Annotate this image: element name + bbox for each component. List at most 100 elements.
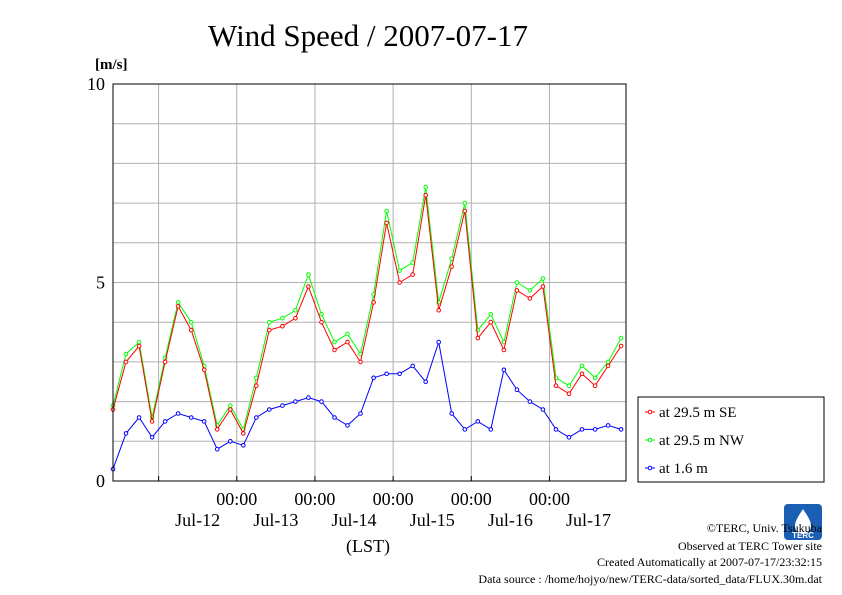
day-label: Jul-13 <box>253 510 298 530</box>
data-point <box>449 264 455 269</box>
data-point <box>371 375 376 381</box>
data-point <box>449 411 455 416</box>
series-line <box>112 195 622 435</box>
data-point <box>201 419 207 424</box>
data-point <box>280 315 285 321</box>
x-tick-label: 00:00 <box>451 489 492 509</box>
data-point <box>149 435 155 440</box>
data-point <box>462 200 468 206</box>
data-point <box>123 359 129 365</box>
data-point <box>267 327 272 333</box>
data-point <box>436 339 442 345</box>
data-point <box>436 308 442 313</box>
data-point <box>488 319 494 325</box>
data-point <box>410 363 416 369</box>
data-point <box>579 427 585 432</box>
data-point <box>514 288 520 293</box>
data-point <box>201 367 207 373</box>
data-point <box>280 403 285 408</box>
data-point <box>280 323 285 329</box>
data-point <box>332 415 337 420</box>
data-point <box>527 399 533 404</box>
legend-label: at 1.6 m <box>659 461 708 477</box>
data-point <box>579 363 585 369</box>
day-label: Jul-12 <box>175 510 220 530</box>
y-tick-label: 0 <box>96 471 105 491</box>
data-point <box>527 288 533 293</box>
data-point <box>553 427 559 432</box>
data-point <box>188 415 194 420</box>
data-point <box>306 284 311 289</box>
data-point <box>136 339 142 345</box>
data-point <box>358 411 363 416</box>
x-tick-label: 00:00 <box>373 489 414 509</box>
data-point <box>345 331 350 337</box>
data-point <box>123 351 129 357</box>
data-point <box>579 371 585 377</box>
data-point <box>397 371 402 377</box>
data-point <box>175 300 181 305</box>
legend-marker <box>647 409 653 415</box>
legend-marker <box>647 437 653 443</box>
y-tick-label: 10 <box>87 74 105 94</box>
footer-observed: Observed at TERC Tower site <box>678 539 822 553</box>
x-tick-label: 00:00 <box>294 489 335 509</box>
legend-label: at 29.5 m NW <box>659 433 745 449</box>
data-point <box>540 276 546 281</box>
data-point <box>214 427 220 432</box>
data-point <box>566 435 572 440</box>
day-label: Jul-16 <box>488 510 533 530</box>
x-axis-label: (LST) <box>346 536 390 557</box>
data-point <box>267 319 272 325</box>
data-point <box>475 335 481 341</box>
data-point <box>293 308 298 313</box>
data-point <box>241 431 246 436</box>
data-point <box>228 439 233 444</box>
data-point <box>332 339 337 345</box>
data-point <box>345 339 350 345</box>
series-line <box>112 341 622 470</box>
data-point <box>332 347 337 353</box>
x-tick-label: 00:00 <box>216 489 257 509</box>
legend-label: at 29.5 m SE <box>659 405 737 421</box>
data-point <box>397 280 402 285</box>
data-point <box>397 268 402 273</box>
y-axis-label: [m/s] <box>95 57 128 73</box>
data-point <box>488 312 494 317</box>
plot-frame <box>112 83 627 482</box>
data-point <box>566 383 572 389</box>
data-point <box>188 327 194 333</box>
data-point <box>384 371 389 377</box>
series-layer <box>110 184 624 472</box>
data-point <box>228 407 233 412</box>
legend: at 29.5 m SE at 29.5 m NW at 1.6 m <box>637 396 825 483</box>
data-point <box>618 427 624 432</box>
data-point <box>306 395 311 400</box>
data-point <box>501 347 507 353</box>
data-point <box>592 383 598 389</box>
data-point <box>501 367 507 373</box>
data-point <box>514 387 520 393</box>
data-point <box>462 208 468 214</box>
data-point <box>162 419 168 424</box>
data-point <box>306 272 311 277</box>
data-point <box>618 343 624 349</box>
data-point <box>175 304 181 309</box>
data-point <box>423 379 429 385</box>
data-point <box>319 312 324 317</box>
data-point <box>123 431 129 436</box>
data-point <box>214 446 220 452</box>
data-point <box>228 403 233 408</box>
data-point <box>423 184 429 190</box>
day-label: Jul-14 <box>332 510 377 530</box>
legend-marker <box>647 465 653 471</box>
data-point <box>618 335 624 341</box>
terc-logo: TERC <box>784 504 822 540</box>
data-point <box>241 443 246 448</box>
data-point <box>488 427 494 432</box>
chart-title: Wind Speed / 2007-07-17 <box>208 18 528 53</box>
data-point <box>553 383 559 389</box>
data-point <box>475 419 481 424</box>
